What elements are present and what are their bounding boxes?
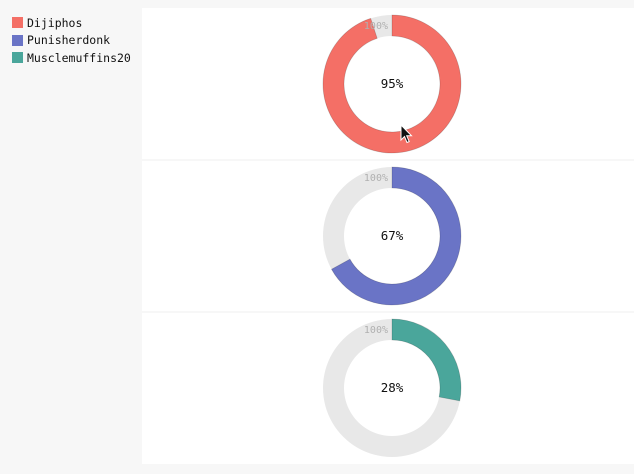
gauge-max-label: 100% (364, 21, 388, 32)
gauge-value-label: 28% (381, 380, 404, 395)
mouse-pointer-icon (400, 124, 413, 144)
legend: Dijiphos Punisherdonk Musclemuffins20 (12, 14, 131, 67)
gauge-value-arc[interactable] (330, 166, 462, 306)
legend-swatch (12, 52, 23, 63)
legend-swatch (12, 34, 23, 46)
gauge-max-label: 100% (364, 173, 388, 184)
gauge-value-arc[interactable] (322, 14, 462, 154)
gauge-value-label: 95% (381, 76, 404, 91)
legend-item[interactable]: Punisherdonk (12, 32, 131, 49)
gauge-value-label: 67% (381, 228, 404, 243)
legend-swatch (12, 17, 23, 28)
gauge-value-arc[interactable] (391, 318, 462, 402)
gauge-chart: 100% 95% 100% 67% 100% 28% (142, 14, 634, 457)
legend-item[interactable]: Musclemuffins20 (12, 49, 131, 66)
legend-item[interactable]: Dijiphos (12, 14, 131, 31)
legend-label: Dijiphos (27, 15, 83, 30)
chart-area: 100% 95% 100% 67% 100% 28% (142, 8, 634, 464)
gauge-max-label: 100% (364, 325, 388, 336)
legend-label: Musclemuffins20 (27, 50, 131, 65)
legend-label: Punisherdonk (27, 33, 111, 47)
